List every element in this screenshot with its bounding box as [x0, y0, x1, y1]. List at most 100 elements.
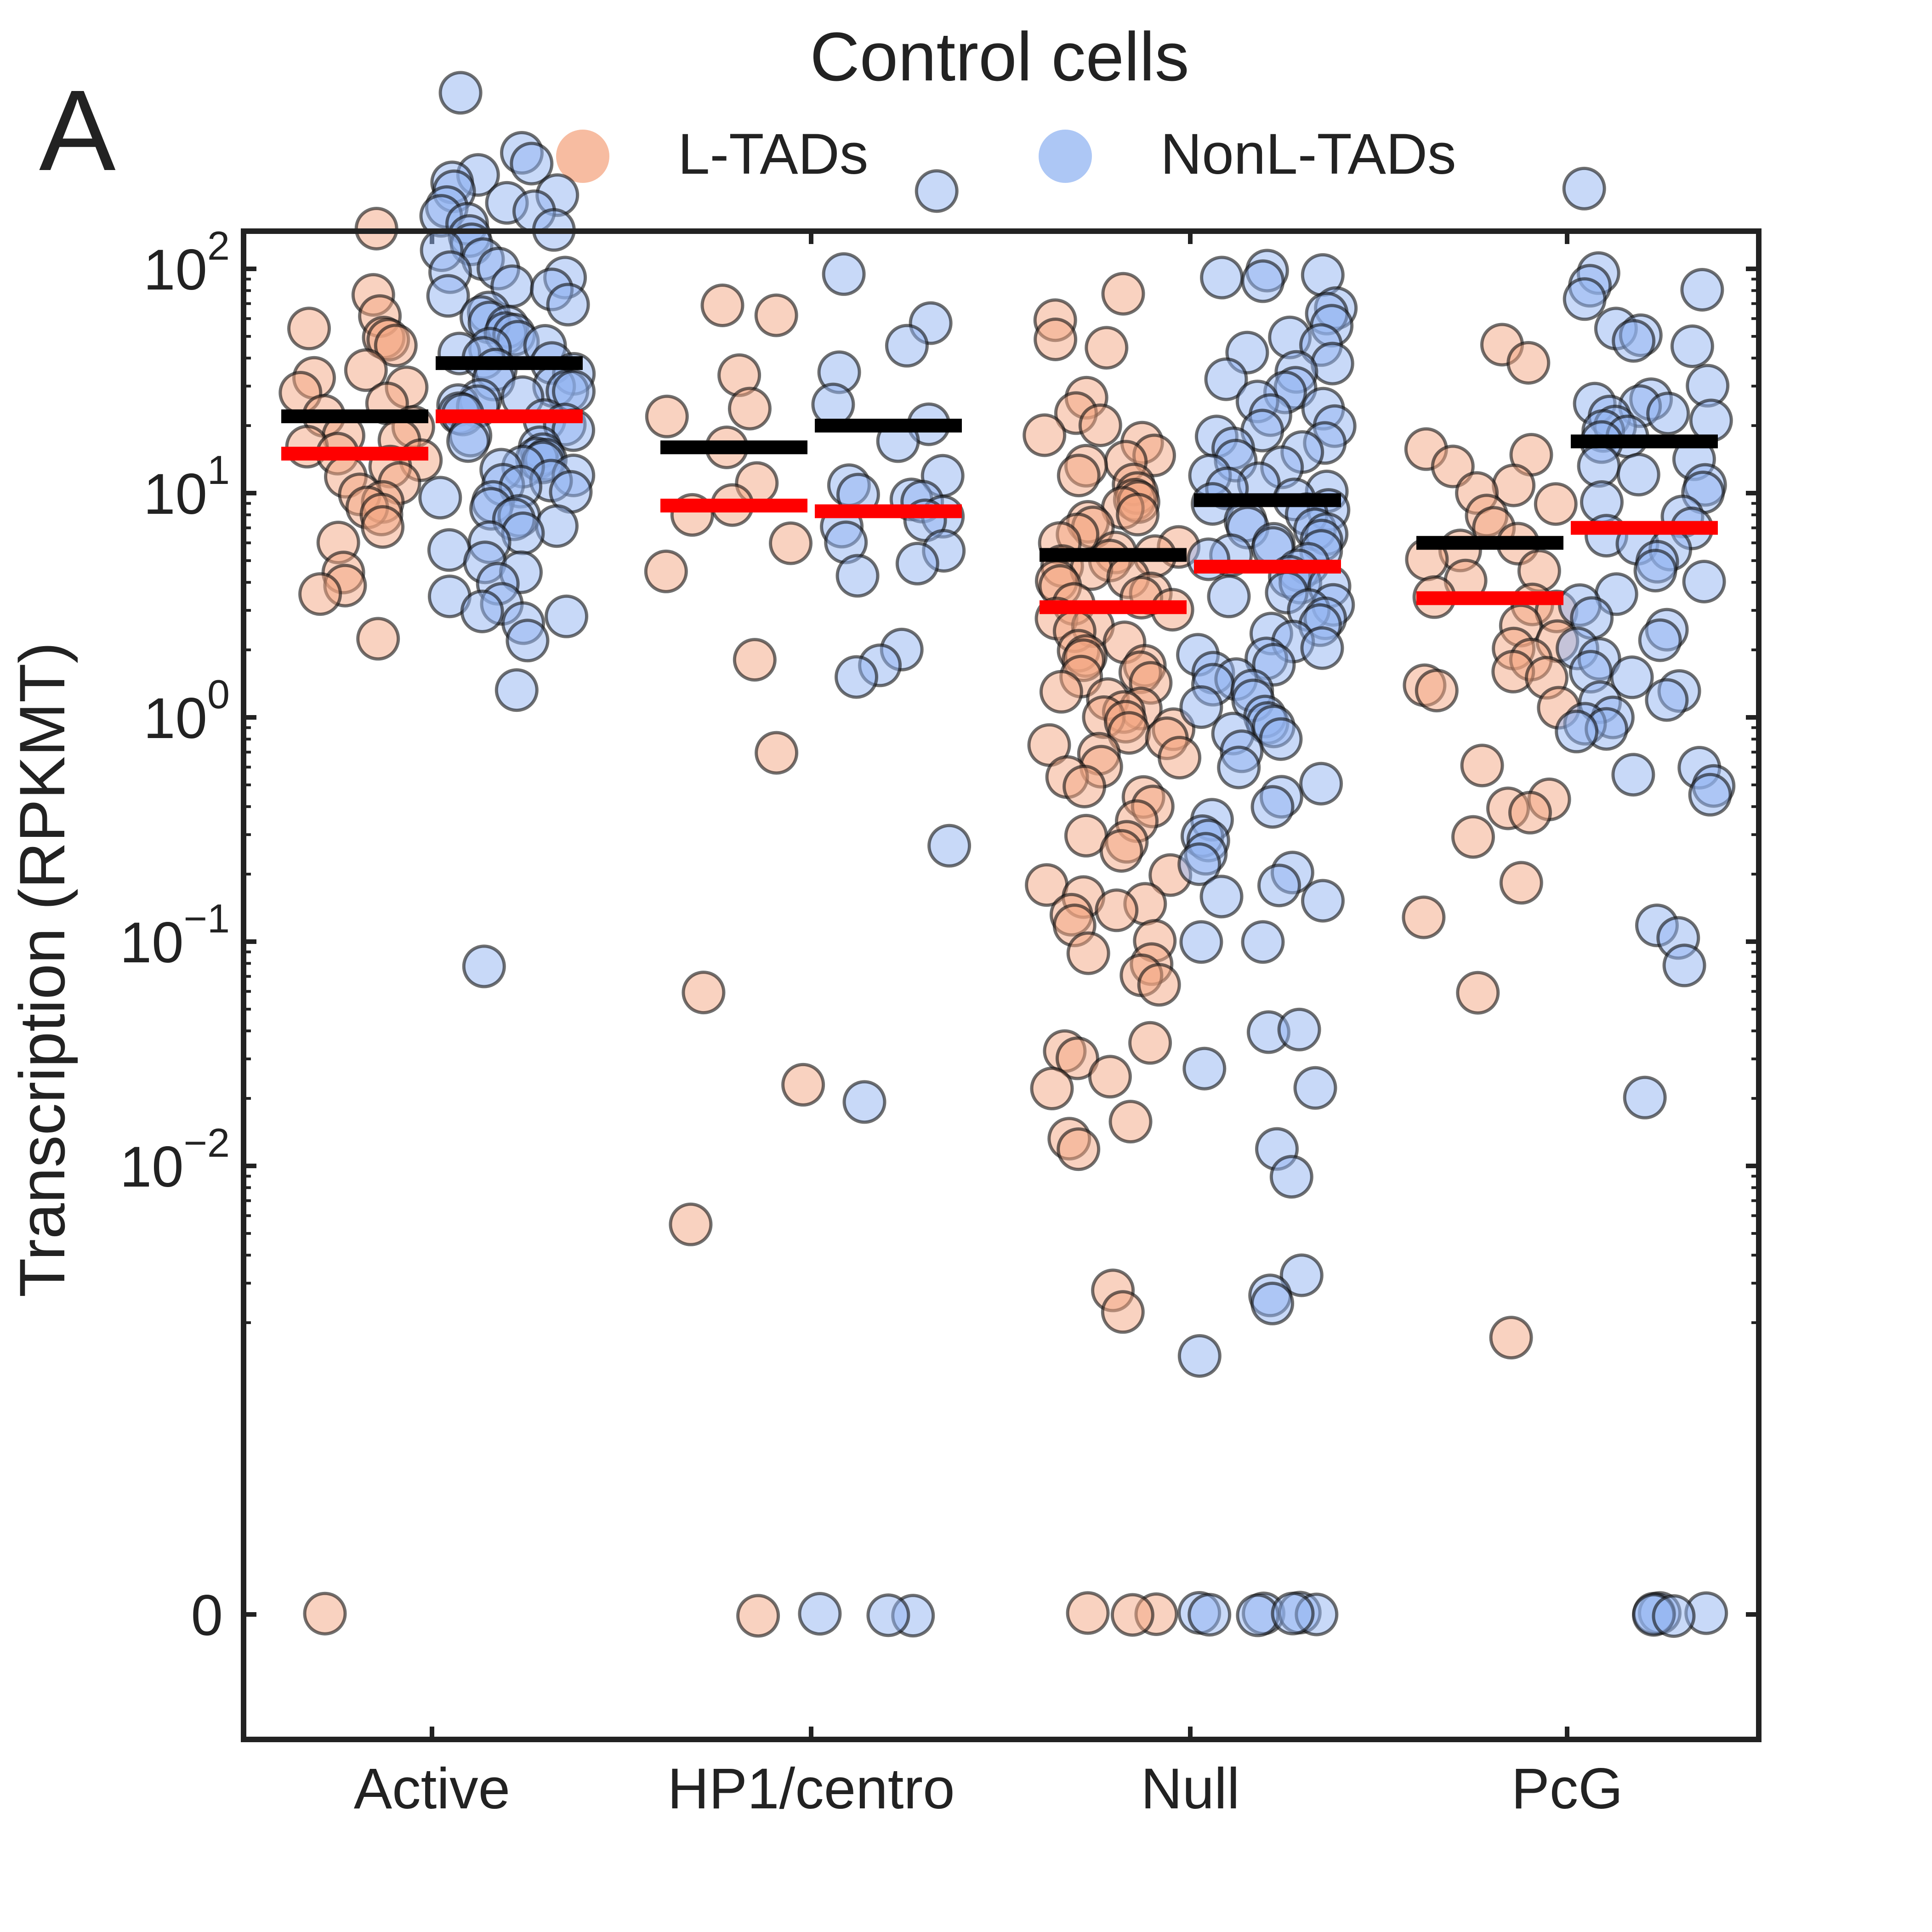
data-point-nonl-tads [1299, 761, 1343, 806]
legend: L-TADs NonL-TADs [556, 122, 1456, 186]
data-point-l-tads [1508, 790, 1552, 835]
data-point-nonl-tads [1241, 920, 1285, 964]
panel-label: A [39, 66, 116, 194]
data-point-nonl-tads [1680, 268, 1724, 312]
data-point-nonl-tads [1563, 277, 1607, 321]
data-points [278, 71, 1736, 1638]
data-point-nonl-tads [822, 252, 866, 296]
data-point-nonl-tads [1182, 1046, 1227, 1091]
data-point-l-tads [1128, 1021, 1172, 1065]
data-point-nonl-tads [1250, 785, 1295, 829]
data-point-l-tads [1108, 1100, 1153, 1144]
data-point-nonl-tads [895, 541, 939, 585]
data-point-l-tads [374, 324, 418, 368]
legend-label-nonl-tads: NonL-TADs [1160, 122, 1456, 186]
y-tick-label: 10−1 [120, 896, 230, 975]
data-point-l-tads [1066, 1591, 1110, 1635]
plot-frame [241, 228, 1762, 1742]
data-point-nonl-tads [1646, 392, 1690, 436]
data-point-l-tads [1460, 744, 1504, 788]
data-point-l-tads [1101, 1290, 1145, 1334]
data-point-nonl-tads [1177, 842, 1222, 886]
data-point-l-tads [1088, 1055, 1132, 1099]
data-point-l-tads [781, 1063, 825, 1107]
data-point-nonl-tads [927, 824, 972, 868]
data-point-nonl-tads [1188, 1593, 1232, 1637]
data-point-nonl-tads [1207, 574, 1251, 619]
data-point-l-tads [700, 284, 744, 327]
data-point-l-tads [669, 1202, 713, 1246]
data-point-l-tads [1402, 895, 1446, 939]
data-point-l-tads [1137, 963, 1181, 1007]
data-point-nonl-tads [1688, 773, 1732, 817]
data-point-nonl-tads [1199, 875, 1244, 919]
y-axis-label: Transcription (RPKMT) [6, 642, 78, 1297]
data-point-l-tads [1055, 1036, 1099, 1080]
data-point-l-tads [736, 1594, 780, 1638]
data-point-nonl-tads [506, 619, 550, 663]
data-point-l-tads [1095, 888, 1139, 932]
data-point-l-tads [1456, 971, 1500, 1015]
data-point-nonl-tads [426, 274, 470, 318]
data-point-l-tads [1063, 765, 1107, 808]
legend-marker-l-tads [556, 130, 609, 183]
data-point-l-tads [682, 971, 726, 1015]
data-point-nonl-tads [1250, 1281, 1295, 1325]
x-tick-label: Null [1141, 1757, 1239, 1821]
data-point-l-tads [733, 638, 777, 682]
data-point-nonl-tads [1269, 1155, 1313, 1199]
data-point-l-tads [1099, 829, 1143, 873]
data-point-nonl-tads [798, 1592, 842, 1636]
legend-marker-nonl-tads [1039, 130, 1092, 183]
y-tick-label: 100 [143, 671, 230, 750]
data-point-l-tads [1506, 341, 1551, 385]
data-point-nonl-tads [446, 419, 490, 463]
x-tick-label: HP1/centro [667, 1757, 955, 1821]
y-tick-label: 101 [143, 447, 230, 526]
data-point-l-tads [356, 617, 400, 661]
data-point-nonl-tads [866, 1593, 910, 1637]
data-point-l-tads [1415, 669, 1459, 713]
data-point-l-tads [754, 293, 798, 337]
data-point-l-tads [1534, 482, 1578, 526]
x-tick-labels: Active HP1/centro Null PcG [354, 1757, 1623, 1821]
data-point-l-tads [361, 505, 405, 549]
chart-title: Control cells [810, 18, 1189, 95]
data-point-l-tads [1023, 413, 1067, 457]
data-point-nonl-tads [1259, 717, 1303, 761]
data-point-nonl-tads [1204, 357, 1248, 401]
data-point-nonl-tads [1271, 1591, 1315, 1636]
data-point-l-tads [287, 307, 331, 351]
data-point-l-tads [1034, 318, 1078, 361]
y-tick-label: 0 [191, 1584, 223, 1648]
data-point-l-tads [1116, 493, 1160, 537]
data-point-nonl-tads [1177, 1334, 1222, 1378]
data-point-nonl-tads [842, 1080, 886, 1124]
data-point-nonl-tads [418, 476, 462, 520]
data-point-nonl-tads [1562, 166, 1606, 210]
data-point-nonl-tads [1179, 920, 1223, 964]
data-point-l-tads [1499, 861, 1543, 905]
data-point-nonl-tads [1293, 1066, 1337, 1110]
data-point-nonl-tads [1652, 1594, 1696, 1638]
data-point-l-tads [1078, 403, 1122, 447]
data-point-l-tads [644, 549, 688, 593]
data-point-nonl-tads [1217, 745, 1261, 790]
data-point-nonl-tads [1257, 864, 1301, 908]
data-point-nonl-tads [460, 590, 504, 633]
data-point-nonl-tads [1610, 655, 1654, 699]
data-point-nonl-tads [835, 554, 880, 598]
data-point-nonl-tads [1616, 453, 1660, 497]
data-point-nonl-tads [1300, 626, 1344, 670]
data-point-nonl-tads [1277, 1007, 1321, 1051]
data-point-l-tads [1085, 326, 1129, 370]
data-point-nonl-tads [494, 668, 539, 712]
data-point-nonl-tads [1555, 710, 1599, 754]
data-point-nonl-tads [1645, 678, 1689, 722]
data-point-l-tads [755, 731, 799, 775]
data-point-nonl-tads [1633, 549, 1677, 593]
data-point-nonl-tads [1612, 319, 1656, 363]
summary-lines [281, 356, 1718, 614]
data-point-l-tads [1066, 931, 1110, 975]
